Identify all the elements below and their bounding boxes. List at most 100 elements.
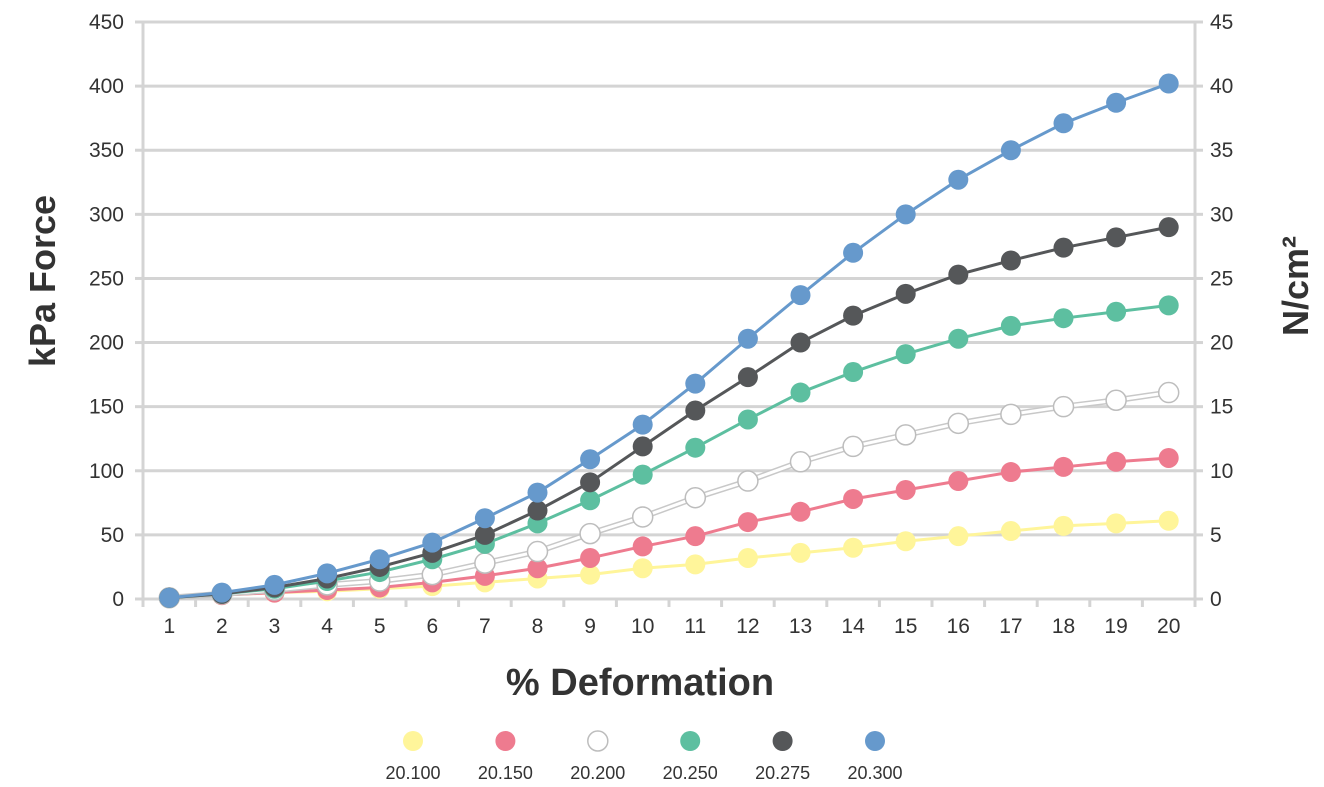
data-point [317, 563, 338, 584]
y-tick-label: 200 [89, 332, 124, 355]
data-point [843, 242, 864, 263]
data-point [1000, 250, 1021, 271]
data-point [580, 547, 601, 568]
legend-item-20.275: 20.275 [755, 731, 810, 783]
y2-tick-label: 15 [1210, 396, 1233, 419]
data-point [843, 537, 864, 558]
data-point [1105, 389, 1127, 412]
series-20.200 [158, 381, 1180, 609]
legend-item-20.250: 20.250 [663, 731, 718, 783]
y-tick-label: 400 [89, 75, 124, 98]
axes [135, 20, 1203, 607]
legend-item-20.150: 20.150 [478, 731, 533, 783]
y-axis-tick-labels: 0 50 100 150 200 250 300 350 400 450 [89, 11, 124, 611]
data-point [527, 500, 548, 521]
data-point [1053, 308, 1074, 329]
data-point [632, 414, 653, 435]
data-point [1000, 140, 1021, 161]
y2-tick-label: 45 [1210, 11, 1233, 34]
data-point [474, 552, 496, 574]
data-point [895, 480, 916, 501]
x-tick-label: 1 [163, 615, 175, 638]
legend-item-20.100: 20.100 [385, 731, 441, 783]
data-point [1053, 113, 1074, 134]
y-tick-label: 150 [89, 396, 124, 419]
legend-item-20.200: 20.200 [570, 730, 625, 783]
x-tick-label: 2 [216, 615, 228, 638]
x-tick-label: 14 [841, 615, 865, 638]
y-tick-label: 100 [89, 460, 124, 483]
grid-lines [143, 20, 1195, 537]
x-tick-label: 9 [584, 615, 596, 638]
data-point [1053, 237, 1074, 258]
x-tick-label: 8 [532, 615, 544, 638]
data-point [790, 332, 811, 353]
y2-axis-title: N/cm² [1275, 236, 1316, 336]
data-point [1000, 403, 1022, 426]
x-tick-label: 4 [321, 615, 333, 638]
data-point [737, 547, 758, 568]
data-point [895, 283, 916, 304]
data-point [264, 574, 285, 595]
x-tick-label: 10 [631, 615, 654, 638]
legend-item-20.300: 20.300 [847, 731, 903, 783]
data-point [1000, 315, 1021, 336]
legend-marker [680, 731, 701, 751]
legend-label: 20.200 [570, 763, 625, 783]
data-point [1053, 515, 1074, 536]
data-point [1000, 462, 1021, 483]
legend-label: 20.150 [478, 763, 533, 783]
data-point [631, 506, 654, 528]
x-tick-label: 19 [1104, 615, 1127, 638]
data-point [1106, 513, 1127, 534]
data-point [948, 328, 969, 349]
y2-tick-label: 35 [1210, 139, 1233, 162]
data-point [632, 558, 653, 579]
data-point [894, 424, 917, 446]
legend-label: 20.250 [663, 763, 718, 783]
x-tick-label: 17 [999, 615, 1022, 638]
data-point [159, 587, 180, 608]
data-point [632, 436, 653, 457]
data-point [1053, 456, 1074, 477]
x-tick-label: 13 [789, 615, 812, 638]
data-point [474, 508, 495, 529]
data-point [790, 285, 811, 306]
x-tick-label: 5 [374, 615, 386, 638]
legend-marker [495, 731, 516, 751]
data-point [1106, 227, 1127, 248]
series-20.100 [159, 510, 1179, 608]
x-tick-label: 11 [684, 615, 706, 638]
data-point [843, 488, 864, 509]
data-point [1106, 92, 1127, 113]
data-point [632, 464, 653, 485]
data-point [895, 204, 916, 225]
data-point [1000, 521, 1021, 542]
x-axis-tick-labels: 1 2 3 4 5 6 7 8 9 10 11 12 13 14 15 16 17 18 19 20 [163, 615, 1180, 638]
legend: 20.100 20.150 20.200 20.250 20.275 20.300 [385, 730, 903, 783]
data-point [1106, 451, 1127, 472]
x-tick-label: 15 [894, 615, 917, 638]
data-point [842, 435, 864, 458]
data-point [685, 373, 706, 394]
data-point [474, 524, 495, 545]
y2-tick-label: 5 [1210, 524, 1222, 547]
data-point [737, 470, 759, 492]
data-point [1158, 217, 1179, 238]
data-point [526, 540, 549, 563]
series-line [169, 303, 1169, 600]
x-tick-label: 6 [426, 615, 438, 638]
data-point [737, 367, 758, 388]
data-point [843, 305, 864, 326]
x-tick-label: 12 [736, 615, 759, 638]
y-tick-label: 350 [89, 139, 124, 162]
data-point [789, 451, 812, 473]
data-point [895, 344, 916, 365]
data-point [843, 362, 864, 383]
y-tick-label: 300 [89, 203, 124, 226]
data-point [527, 482, 548, 503]
data-point [1052, 395, 1075, 418]
y2-tick-label: 40 [1210, 75, 1233, 98]
data-point [948, 169, 969, 190]
